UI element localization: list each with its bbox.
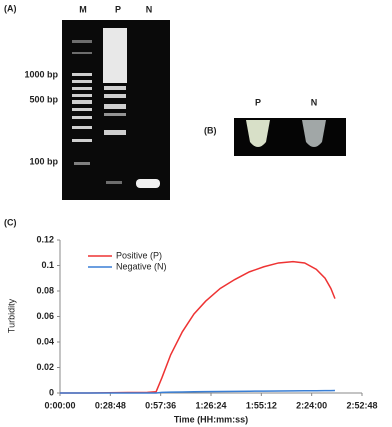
x-tick-label: 2:24:00	[296, 400, 327, 410]
y-tick-label: 0.08	[36, 285, 54, 295]
panel-label: (C)	[4, 217, 17, 227]
y-tick-label: 0.04	[36, 336, 54, 346]
y-tick-label: 0.12	[36, 234, 54, 244]
tube	[246, 120, 270, 147]
x-tick-label: 1:55:12	[246, 400, 277, 410]
tube-label: P	[255, 97, 261, 107]
y-axis-title: Turbidity	[6, 298, 16, 333]
panel-label: (B)	[204, 125, 217, 135]
x-axis-title: Time (HH:mm:ss)	[174, 414, 248, 424]
marker-label: 500 bp	[29, 94, 58, 104]
tube-label: N	[311, 97, 318, 107]
tube	[302, 120, 326, 147]
x-tick-label: 0:57:36	[145, 400, 176, 410]
gel-bands	[72, 28, 160, 188]
legend-label: Positive (P)	[116, 250, 162, 260]
y-tick-label: 0.1	[41, 260, 54, 270]
marker-label: 1000 bp	[24, 69, 58, 79]
lane-label: M	[79, 4, 87, 14]
x-tick-label: 0:00:00	[44, 400, 75, 410]
x-tick-label: 2:52:48	[346, 400, 377, 410]
y-tick-label: 0.02	[36, 362, 54, 372]
series-line	[60, 260, 336, 394]
lane-label: N	[146, 4, 153, 14]
x-tick-label: 1:26:24	[195, 400, 226, 410]
x-tick-label: 0:28:48	[95, 400, 126, 410]
series-line	[60, 389, 335, 394]
y-tick-label: 0	[49, 387, 54, 397]
lane-label: P	[115, 4, 121, 14]
panel-label: (A)	[4, 3, 17, 13]
marker-label: 100 bp	[29, 156, 58, 166]
legend-label: Negative (N)	[116, 261, 167, 271]
y-tick-label: 0.06	[36, 311, 54, 321]
